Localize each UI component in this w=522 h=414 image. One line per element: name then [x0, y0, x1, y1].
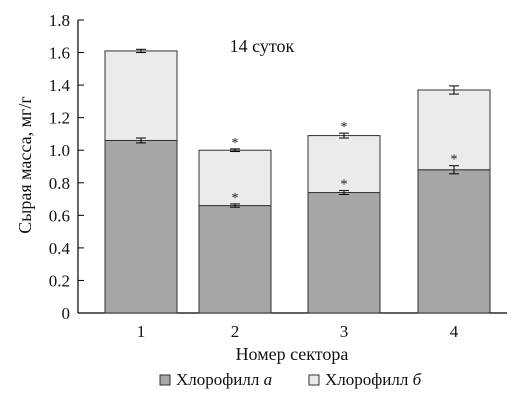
bar-segment	[417, 169, 491, 314]
y-tick-label: 0.6	[49, 206, 70, 225]
significance-mark: *	[232, 136, 239, 151]
legend-label: Хлорофилл a	[176, 370, 272, 389]
y-tick-label: 0.4	[49, 239, 71, 258]
y-tick-label: 0.8	[49, 174, 70, 193]
y-tick-label: 1.2	[49, 109, 70, 128]
significance-mark: *	[341, 178, 348, 193]
y-tick-label: 1.6	[49, 44, 70, 63]
legend: Хлорофилл a Хлорофилл б	[159, 370, 422, 389]
x-tick-label: 3	[340, 322, 349, 341]
y-axis-label: Сырая масса, мг/г	[15, 96, 35, 233]
x-tick-label: 2	[231, 322, 240, 341]
legend-swatch	[308, 374, 320, 386]
y-tick-label: 0	[62, 304, 71, 323]
legend-label-italic: б	[413, 370, 422, 389]
significance-mark: *	[341, 120, 348, 135]
x-tick-label: 1	[137, 322, 146, 341]
x-axis-label: Номер сектора	[236, 344, 349, 364]
bar-segment	[417, 89, 491, 171]
y-tick-label: 0.2	[49, 271, 70, 290]
y-tick-label: 1.8	[49, 11, 70, 30]
significance-mark: *	[232, 191, 239, 206]
legend-label: Хлорофилл б	[325, 370, 422, 389]
legend-label-base: Хлорофилл	[325, 370, 413, 389]
bar-segment	[307, 192, 381, 314]
marks-layer: * * * * *	[136, 48, 459, 208]
bar-segment	[198, 205, 272, 314]
legend-label-base: Хлорофилл	[176, 370, 264, 389]
bar-segment	[104, 50, 178, 141]
legend-swatch	[159, 374, 171, 386]
x-tick-label: 4	[450, 322, 459, 341]
y-tick-label: 1.4	[49, 76, 71, 95]
bar-segment	[104, 139, 178, 314]
chart-annotation: 14 суток	[230, 36, 295, 56]
y-tick-label: 1.0	[49, 141, 70, 160]
axes-layer: 0 0.2 0.4 0.6 0.8 1.0 1.2 1.4 1.6 1.8 1 2 3 4	[49, 11, 507, 341]
legend-label-italic: a	[264, 370, 273, 389]
bars-layer	[104, 50, 491, 314]
significance-mark: *	[451, 153, 458, 168]
